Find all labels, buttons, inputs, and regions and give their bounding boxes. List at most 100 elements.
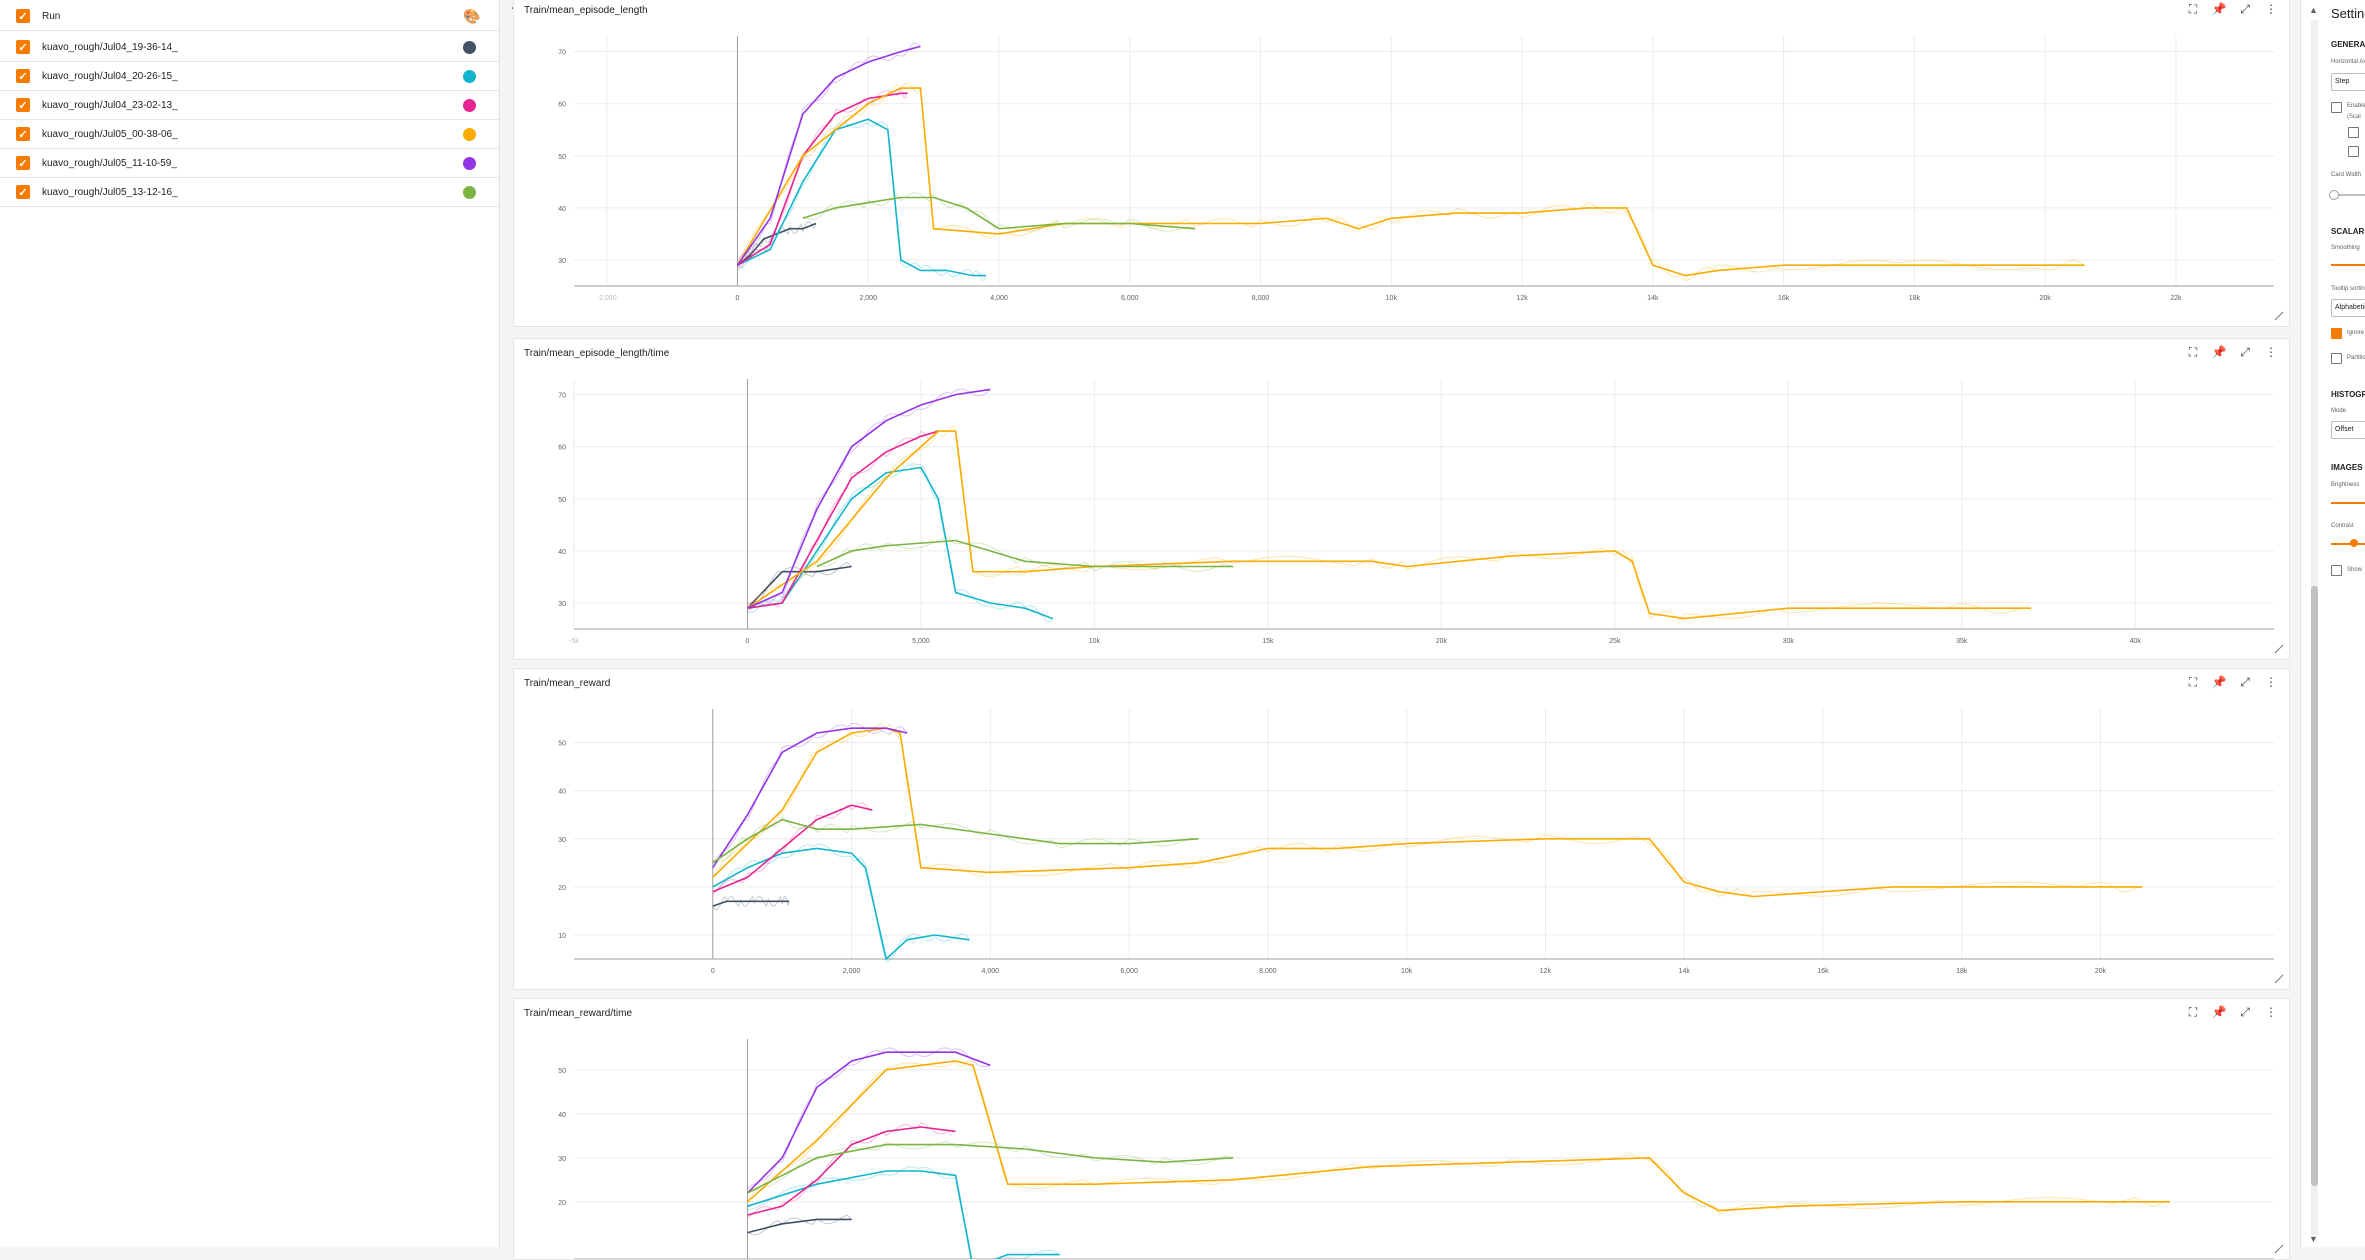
horizontal-axis-select[interactable]: Step: [2331, 73, 2365, 91]
run-color-swatch[interactable]: [463, 98, 476, 112]
run-color-swatch[interactable]: [463, 127, 476, 141]
card-width-slider[interactable]: [2331, 194, 2365, 196]
series-line[interactable]: [747, 1218, 852, 1234]
show-checkbox[interactable]: [2331, 565, 2342, 576]
series-line[interactable]: [747, 466, 1054, 620]
tooltip-sorting-select[interactable]: Alphabetical: [2331, 299, 2365, 317]
scroll-down-arrow-icon[interactable]: ▼: [2309, 1234, 2318, 1244]
x-tick-label: 8,000: [1252, 295, 1270, 302]
series-line[interactable]: [816, 539, 1234, 568]
show-label: Show: [2347, 567, 2363, 573]
line-chart[interactable]: 50 40 30 20: [514, 999, 2289, 1259]
option-checkbox-2[interactable]: [2348, 146, 2359, 157]
series-line[interactable]: [747, 430, 2032, 620]
resize-handle-icon[interactable]: [2274, 974, 2284, 984]
card-width-knob[interactable]: [2329, 190, 2339, 200]
series-line[interactable]: [747, 1143, 1234, 1194]
select-all-checkbox[interactable]: ✓: [16, 9, 30, 23]
pin-icon[interactable]: 📌: [2211, 675, 2227, 689]
series-line[interactable]: [802, 196, 1196, 230]
run-color-swatch[interactable]: [463, 69, 476, 83]
series-line[interactable]: [712, 804, 873, 893]
fullscreen-icon[interactable]: ⤢: [2240, 675, 2250, 689]
series-line[interactable]: [712, 847, 970, 961]
x-tick-label: -5k: [569, 638, 579, 645]
series-line[interactable]: [747, 388, 991, 609]
more-options-icon[interactable]: ⋮: [2265, 345, 2277, 359]
series-raw-line: [712, 723, 2143, 898]
line-chart[interactable]: 70 60 50 40 30 -5k 0 5,000 10k 15k 20k 25k 30k 35k 40k: [514, 339, 2289, 659]
run-color-swatch[interactable]: [463, 40, 476, 54]
series-line[interactable]: [737, 92, 908, 266]
fit-domain-icon[interactable]: ⛶: [2188, 345, 2198, 359]
resize-handle-icon[interactable]: [2274, 644, 2284, 654]
pin-icon[interactable]: 📌: [2211, 345, 2227, 359]
run-checkbox[interactable]: ✓: [16, 127, 30, 141]
pin-icon[interactable]: 📌: [2211, 1005, 2227, 1019]
run-color-swatch[interactable]: [463, 185, 476, 199]
run-row[interactable]: ✓ kuavo_rough/Jul04_20-26-15_: [0, 62, 499, 91]
fullscreen-icon[interactable]: ⤢: [2240, 1005, 2250, 1019]
run-checkbox[interactable]: ✓: [16, 40, 30, 54]
fit-domain-icon[interactable]: ⛶: [2188, 675, 2198, 689]
option-checkbox-1[interactable]: [2348, 127, 2359, 138]
series-line[interactable]: [712, 727, 908, 869]
enable-checkbox[interactable]: [2331, 102, 2342, 113]
run-row[interactable]: ✓ kuavo_rough/Jul05_11-10-59_: [0, 149, 499, 178]
series-line[interactable]: [747, 430, 939, 609]
run-color-swatch[interactable]: [463, 156, 476, 170]
run-checkbox[interactable]: ✓: [16, 98, 30, 112]
series-line[interactable]: [746, 1051, 991, 1194]
x-tick-label: 0: [746, 638, 750, 645]
more-options-icon[interactable]: ⋮: [2265, 1005, 2277, 1019]
line-chart[interactable]: 70 60 50 40 30 -2,000 0 2,000 4,000 6,000 8,000 10k…: [514, 0, 2289, 326]
palette-icon[interactable]: 🎨: [463, 7, 481, 24]
ignore-checkbox[interactable]: [2331, 328, 2342, 339]
fit-domain-icon[interactable]: ⛶: [2188, 2, 2198, 16]
series-line[interactable]: [746, 1060, 2170, 1212]
run-row[interactable]: ✓ kuavo_rough/Jul05_13-12-16_: [0, 178, 499, 207]
contrast-slider[interactable]: [2331, 543, 2365, 545]
card-title: Train/mean_reward: [524, 678, 611, 689]
pin-icon[interactable]: 📌: [2211, 2, 2227, 16]
scrollbar-thumb[interactable]: [2311, 586, 2318, 1186]
y-tick-label: 70: [558, 50, 566, 57]
x-tick-label: 20k: [1436, 638, 1448, 645]
resize-handle-icon[interactable]: [2274, 1244, 2284, 1254]
run-row[interactable]: ✓ kuavo_rough/Jul04_19-36-14_: [0, 33, 499, 62]
brightness-slider[interactable]: [2331, 502, 2365, 504]
run-row[interactable]: ✓ kuavo_rough/Jul05_00-38-06_: [0, 120, 499, 149]
chart-card: 50 40 30 20 Train/mean_reward/time ⛶ 📌 ⤢ ⋮: [513, 998, 2290, 1260]
run-row[interactable]: ✓ kuavo_rough/Jul04_23-02-13_: [0, 91, 499, 120]
series-raw-line: [712, 722, 908, 864]
card-title: Train/mean_reward/time: [524, 1008, 633, 1019]
series-line[interactable]: [747, 1126, 956, 1216]
fit-domain-icon[interactable]: ⛶: [2188, 1005, 2198, 1019]
run-checkbox[interactable]: ✓: [16, 69, 30, 83]
contrast-knob[interactable]: [2350, 539, 2358, 547]
series-line[interactable]: [712, 818, 1199, 864]
more-options-icon[interactable]: ⋮: [2265, 2, 2277, 16]
y-tick-label: 20: [558, 1200, 566, 1207]
more-options-icon[interactable]: ⋮: [2265, 675, 2277, 689]
series-line[interactable]: [737, 222, 817, 266]
histograms-section-label: HISTOGRAMS: [2331, 390, 2365, 399]
run-label: kuavo_rough/Jul04_23-02-13_: [42, 99, 178, 111]
y-tick-label: 20: [558, 885, 566, 892]
series-line[interactable]: [736, 45, 921, 266]
series-line[interactable]: [736, 87, 2085, 277]
run-checkbox[interactable]: ✓: [16, 156, 30, 170]
series-line[interactable]: [712, 727, 2143, 898]
fullscreen-icon[interactable]: ⤢: [2240, 345, 2250, 359]
partition-checkbox[interactable]: [2331, 353, 2342, 364]
mode-select[interactable]: Offset: [2331, 421, 2365, 439]
scroll-up-arrow-icon[interactable]: ▲: [2309, 5, 2318, 15]
smoothing-slider[interactable]: [2331, 264, 2365, 266]
line-chart[interactable]: 50 40 30 20 10 0 2,000 4,000 6,000 8,000 10k 12k 14k…: [514, 669, 2289, 989]
tooltip-sorting-label: Tooltip sorting: [2331, 286, 2365, 292]
run-checkbox[interactable]: ✓: [16, 185, 30, 199]
series-line[interactable]: [737, 118, 986, 277]
series-line[interactable]: [712, 900, 790, 907]
fullscreen-icon[interactable]: ⤢: [2240, 2, 2250, 16]
resize-handle-icon[interactable]: [2274, 311, 2284, 321]
